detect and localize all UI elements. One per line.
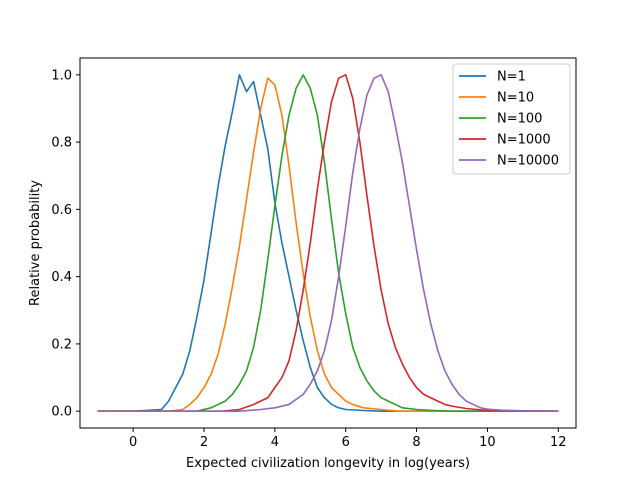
- x-tick-label: 4: [271, 435, 279, 450]
- legend-label: N=10000: [497, 154, 559, 169]
- y-tick-label: 0.2: [51, 337, 72, 352]
- y-tick-label: 0.0: [51, 405, 72, 420]
- series-line-2: [97, 77, 559, 412]
- y-tick-label: 1.0: [51, 68, 72, 83]
- x-tick-label: 8: [412, 435, 420, 450]
- x-tick-label: 2: [200, 435, 208, 450]
- x-tick-label: 10: [479, 435, 496, 450]
- x-tick-label: 6: [342, 435, 350, 450]
- y-axis-ticks: 0.0 0.2 0.4 0.6 0.8 1.0: [51, 68, 80, 420]
- legend-label: N=100: [497, 112, 542, 127]
- y-tick-label: 0.6: [51, 203, 72, 218]
- legend: N=1 N=10 N=100 N=1000 N=10000: [452, 63, 571, 175]
- y-axis-label: Relative probability: [28, 180, 43, 306]
- series-line-3: [97, 74, 559, 412]
- legend-box: [452, 63, 571, 175]
- series-line-4: [97, 74, 559, 412]
- plot-frame: [79, 57, 577, 429]
- x-tick-label: 0: [129, 435, 137, 450]
- legend-label: N=10: [497, 91, 534, 106]
- legend-label: N=1: [497, 70, 526, 85]
- series-line-1: [97, 74, 559, 412]
- x-axis-label: Expected civilization longevity in log(y…: [186, 456, 470, 471]
- y-tick-label: 0.4: [51, 270, 72, 285]
- y-tick-label: 0.8: [51, 136, 72, 151]
- x-tick-label: 12: [550, 435, 567, 450]
- legend-label: N=1000: [497, 133, 551, 148]
- x-axis-ticks: 0 2 4 6 8 10 12: [129, 428, 567, 450]
- series-line-5: [97, 74, 559, 412]
